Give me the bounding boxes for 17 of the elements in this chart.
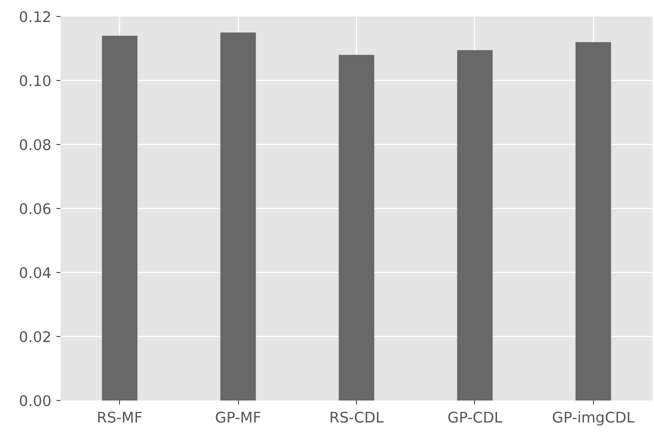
y-tick-label: 0.04 (18, 265, 52, 282)
x-tick-label: GP-imgCDL (552, 410, 636, 426)
x-tick-label: GP-CDL (447, 410, 504, 426)
bar (576, 42, 612, 400)
bar (457, 50, 493, 400)
x-tick-label: GP-MF (214, 410, 262, 426)
bar (220, 32, 256, 400)
y-tick-label: 0.10 (18, 73, 52, 90)
y-tick-label: 0.06 (18, 201, 52, 218)
bar (338, 54, 374, 400)
x-tick-label: RS-MF (96, 410, 143, 426)
bar (102, 36, 138, 400)
y-tick-label: 0.00 (18, 393, 52, 410)
y-tick-label: 0.12 (18, 9, 52, 26)
y-tick-label: 0.08 (18, 137, 52, 154)
y-tick-label: 0.02 (18, 329, 52, 346)
x-tick-label: RS-CDL (329, 410, 385, 426)
